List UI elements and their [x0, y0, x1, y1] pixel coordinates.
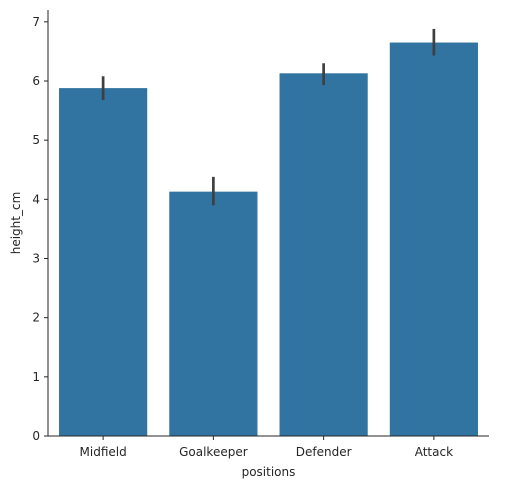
x-tick-label: Attack: [415, 445, 453, 459]
x-tick-label: Goalkeeper: [179, 445, 248, 459]
y-tick-label: 1: [32, 370, 40, 384]
error-bars-group: [101, 28, 436, 206]
x-ticks-group: Midfield Goalkeeper Defender Attack: [80, 436, 453, 459]
x-tick-label: Defender: [296, 445, 352, 459]
bar-defender: [279, 73, 368, 436]
y-axis-label: height_cm: [9, 192, 23, 255]
bar-attack: [389, 42, 478, 437]
y-tick-label: 5: [32, 133, 40, 147]
x-axis-label: positions: [242, 465, 296, 479]
y-tick-label: 2: [32, 311, 40, 325]
bar-midfield: [59, 88, 148, 436]
y-ticks-group: 0 1 2 3 4 5 6 7: [32, 15, 48, 443]
y-tick-label: 0: [32, 429, 40, 443]
y-tick-label: 3: [32, 252, 40, 266]
bar-goalkeeper: [169, 191, 258, 436]
y-tick-label: 6: [32, 74, 40, 88]
y-tick-label: 4: [32, 192, 40, 206]
x-tick-label: Midfield: [80, 445, 127, 459]
y-tick-label: 7: [32, 15, 40, 29]
bars-group: [59, 42, 478, 437]
